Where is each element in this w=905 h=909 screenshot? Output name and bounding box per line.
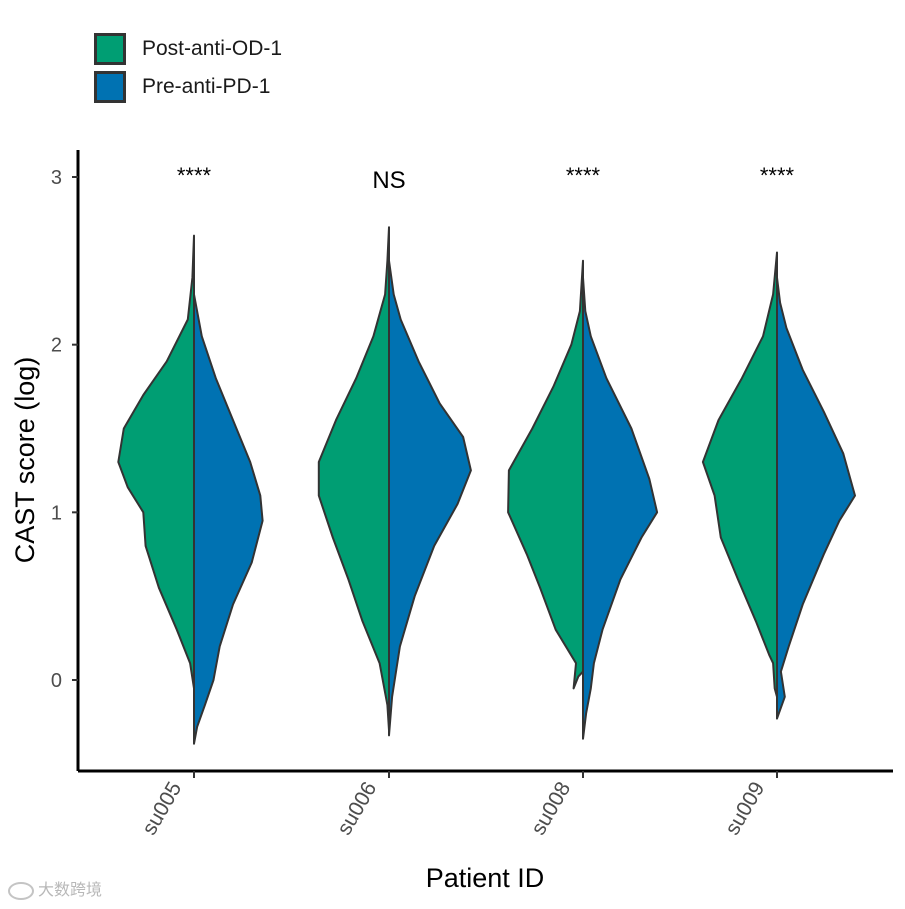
violin-pre-su009 — [776, 276, 856, 720]
y-axis-title: CAST score (log) — [10, 357, 40, 564]
legend-swatch-pre — [94, 71, 126, 103]
legend-item-pre: Pre-anti-PD-1 — [94, 68, 282, 106]
legend-label-pre: Pre-anti-PD-1 — [142, 75, 271, 98]
legend: Post-anti-OD-1 Pre-anti-PD-1 — [94, 30, 282, 106]
x-tick-label: su006 — [333, 778, 382, 839]
watermark: 大数跨境 — [8, 876, 102, 900]
significance-label: **** — [566, 163, 601, 188]
significance-label: **** — [760, 163, 795, 188]
violin-post-su009 — [701, 251, 778, 698]
violin-pre-su006 — [388, 259, 472, 737]
y-tick-label: 0 — [51, 670, 62, 692]
y-tick-label: 2 — [51, 335, 62, 357]
x-tick-label: su009 — [721, 778, 770, 839]
x-axis-title: Patient ID — [426, 863, 545, 893]
legend-swatch-post — [94, 33, 126, 65]
violin-post-su008 — [507, 259, 584, 690]
x-tick-label: su005 — [138, 778, 187, 839]
y-tick-label: 3 — [51, 167, 62, 189]
significance-label: **** — [177, 163, 212, 188]
violin-pre-su008 — [582, 276, 659, 740]
legend-label-post: Post-anti-OD-1 — [142, 37, 283, 60]
watermark-logo-icon — [8, 881, 34, 900]
x-tick-label: su008 — [527, 778, 576, 839]
y-tick-label: 1 — [51, 502, 62, 524]
significance-label: NS — [372, 167, 405, 194]
violin-post-su005 — [117, 234, 195, 690]
violin-pre-su005 — [193, 293, 264, 745]
violin-post-su006 — [317, 226, 390, 732]
watermark-text: 大数跨境 — [38, 880, 103, 899]
legend-item-post: Post-anti-OD-1 — [94, 30, 282, 68]
